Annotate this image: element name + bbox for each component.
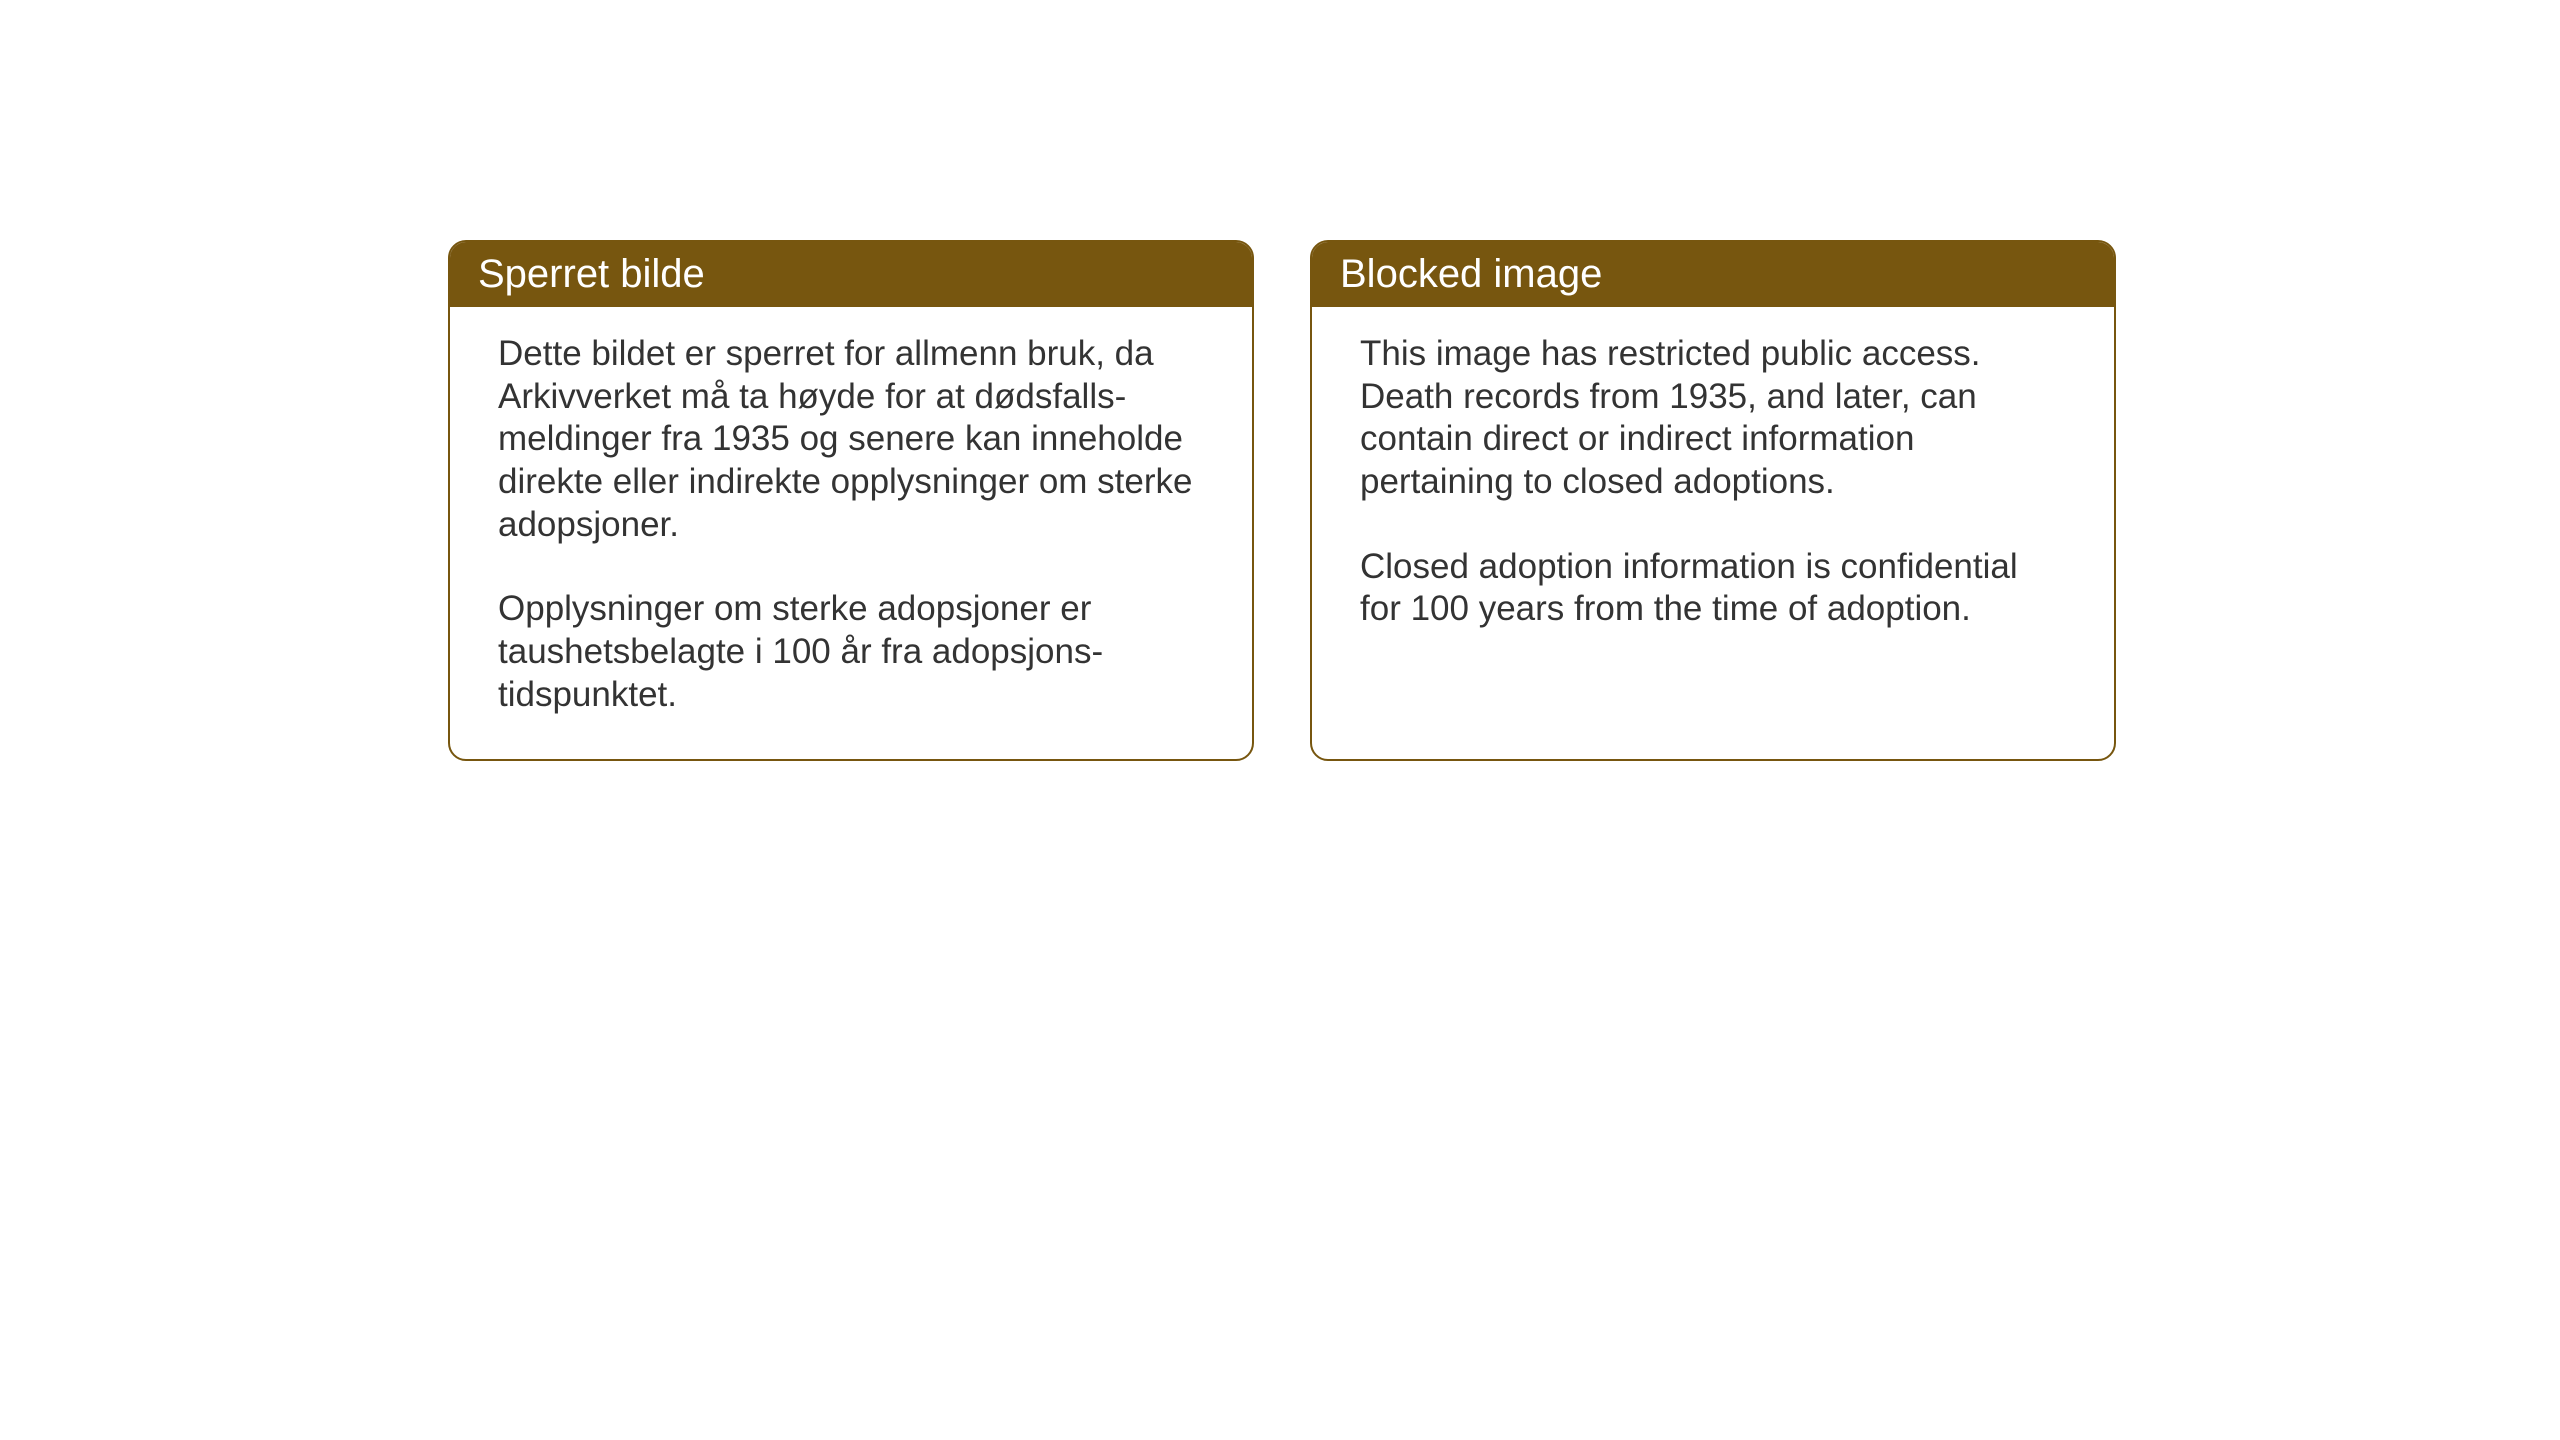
card-header-english: Blocked image xyxy=(1312,242,2114,307)
card-body-english: This image has restricted public access.… xyxy=(1312,307,2114,737)
paragraph-text: Opplysninger om sterke adopsjoner er tau… xyxy=(498,588,1204,716)
card-english: Blocked image This image has restricted … xyxy=(1310,240,2116,761)
paragraph-text: Closed adoption information is confident… xyxy=(1360,546,2066,631)
paragraph-text: Dette bildet er sperret for allmenn bruk… xyxy=(498,333,1204,546)
card-norwegian: Sperret bilde Dette bildet er sperret fo… xyxy=(448,240,1254,761)
card-body-norwegian: Dette bildet er sperret for allmenn bruk… xyxy=(450,307,1252,759)
paragraph-text: This image has restricted public access.… xyxy=(1360,333,2066,504)
card-header-norwegian: Sperret bilde xyxy=(450,242,1252,307)
cards-container: Sperret bilde Dette bildet er sperret fo… xyxy=(448,240,2116,761)
